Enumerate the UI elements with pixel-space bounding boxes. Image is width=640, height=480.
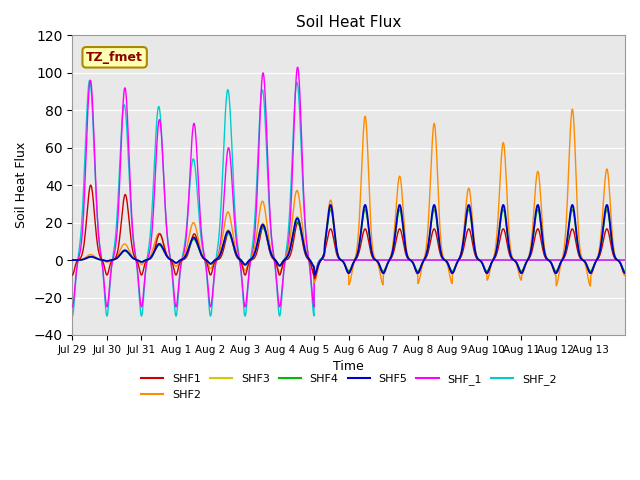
X-axis label: Time: Time [333, 360, 364, 373]
Title: Soil Heat Flux: Soil Heat Flux [296, 15, 401, 30]
Y-axis label: Soil Heat Flux: Soil Heat Flux [15, 142, 28, 228]
Text: TZ_fmet: TZ_fmet [86, 51, 143, 64]
Legend: SHF1, SHF2, SHF3, SHF4, SHF5, SHF_1, SHF_2: SHF1, SHF2, SHF3, SHF4, SHF5, SHF_1, SHF… [136, 370, 561, 404]
